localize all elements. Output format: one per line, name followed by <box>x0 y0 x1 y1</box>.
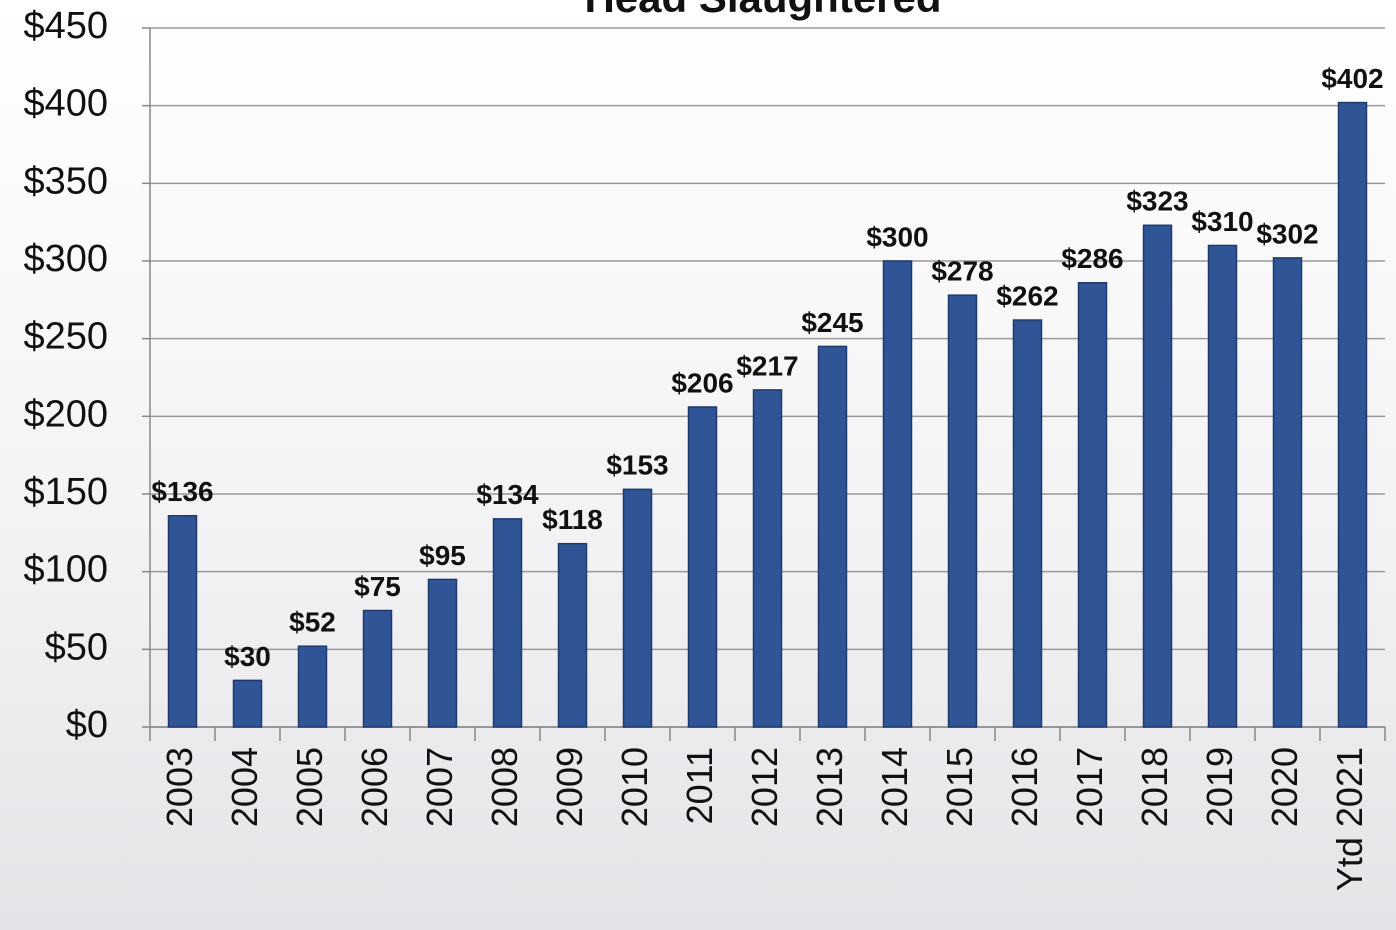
bar <box>1012 319 1043 728</box>
x-tick-label: 2020 <box>1264 747 1305 827</box>
y-tick-label: $300 <box>23 238 108 280</box>
data-label: $286 <box>1061 243 1123 274</box>
data-label: $52 <box>289 607 336 638</box>
data-label: $134 <box>476 479 539 510</box>
x-tick-label: 2008 <box>484 747 525 827</box>
x-tick-label: 2019 <box>1199 747 1240 827</box>
data-label: $323 <box>1126 186 1188 217</box>
y-tick-label: $250 <box>23 316 108 358</box>
x-tick-label: 2014 <box>874 747 915 827</box>
chart-title: Head Slaughtered <box>584 0 941 21</box>
data-label: $262 <box>996 280 1058 311</box>
data-label: $302 <box>1256 218 1318 249</box>
x-tick-label: 2005 <box>289 747 330 827</box>
y-tick-label: $100 <box>23 549 108 591</box>
x-tick-label: 2015 <box>939 747 980 827</box>
bar <box>817 345 848 728</box>
bar <box>687 406 718 728</box>
bar <box>297 645 328 728</box>
bar <box>622 488 653 728</box>
bar <box>882 260 913 728</box>
y-tick-label: $400 <box>23 83 108 125</box>
data-label: $300 <box>866 221 928 252</box>
y-tick-label: $150 <box>23 471 108 513</box>
x-tick-label: 2006 <box>354 747 395 827</box>
bar <box>1207 244 1238 728</box>
x-tick-label: Ytd 2021 <box>1329 747 1370 891</box>
x-tick-label: 2007 <box>419 747 460 827</box>
x-tick-label: 2012 <box>744 747 785 827</box>
data-label: $136 <box>151 476 213 507</box>
y-tick-label: $200 <box>23 393 108 435</box>
data-label: $153 <box>606 450 668 481</box>
x-tick-label: 2013 <box>809 747 850 827</box>
data-label: $217 <box>736 350 798 381</box>
x-tick-label: 2018 <box>1134 747 1175 827</box>
data-label: $245 <box>801 307 863 338</box>
bar <box>1077 281 1108 728</box>
bar <box>1337 101 1368 728</box>
data-label: $278 <box>931 256 993 287</box>
bar <box>557 542 588 728</box>
x-tick-label: 2009 <box>549 747 590 827</box>
data-label: $310 <box>1191 206 1253 237</box>
x-tick-label: 2010 <box>614 747 655 827</box>
x-tick-label: 2016 <box>1004 747 1045 827</box>
data-label: $402 <box>1321 63 1383 94</box>
bar <box>947 294 978 728</box>
data-label: $30 <box>224 641 271 672</box>
data-label: $118 <box>542 504 603 535</box>
bar <box>167 514 198 728</box>
y-tick-label: $50 <box>45 626 108 668</box>
y-tick-label: $0 <box>66 704 108 746</box>
x-tick-label: 2004 <box>224 747 265 827</box>
bar <box>427 578 458 728</box>
data-label: $95 <box>419 540 466 571</box>
bar <box>1272 257 1303 728</box>
x-tick-label: 2003 <box>159 747 200 827</box>
bar <box>492 518 523 728</box>
data-label: $206 <box>671 367 733 398</box>
x-tick-label: 2011 <box>679 747 720 824</box>
bar <box>362 609 393 728</box>
x-tick-label: 2017 <box>1069 747 1110 827</box>
bar <box>232 679 263 728</box>
bar <box>752 389 783 728</box>
data-label: $75 <box>354 571 401 602</box>
y-tick-label: $350 <box>23 160 108 202</box>
bar <box>1142 224 1173 728</box>
y-tick-label: $450 <box>23 5 108 47</box>
